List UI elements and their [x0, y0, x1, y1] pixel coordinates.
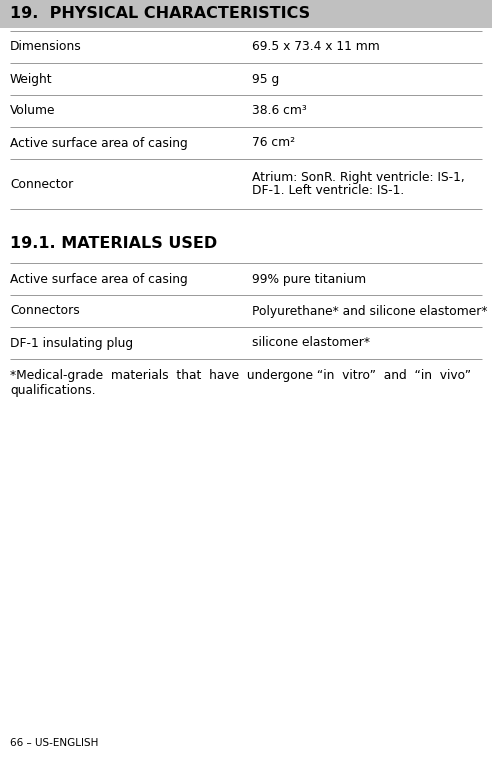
- Text: Polyurethane* and silicone elastomer*: Polyurethane* and silicone elastomer*: [252, 304, 488, 317]
- Text: *Medical-grade  materials  that  have  undergone “in  vitro”  and  “in  vivo”: *Medical-grade materials that have under…: [10, 369, 471, 382]
- Text: Active surface area of casing: Active surface area of casing: [10, 272, 188, 285]
- Text: Weight: Weight: [10, 73, 53, 86]
- Text: Connectors: Connectors: [10, 304, 80, 317]
- Text: DF-1. Left ventricle: IS-1.: DF-1. Left ventricle: IS-1.: [252, 184, 404, 197]
- Bar: [0, 0, 492, 28]
- Text: Dimensions: Dimensions: [10, 40, 82, 53]
- Text: Atrium: SonR. Right ventricle: IS-1,: Atrium: SonR. Right ventricle: IS-1,: [252, 171, 465, 184]
- Text: 69.5 x 73.4 x 11 mm: 69.5 x 73.4 x 11 mm: [252, 40, 380, 53]
- Text: 19.1. MATERIALS USED: 19.1. MATERIALS USED: [10, 235, 217, 250]
- Text: Active surface area of casing: Active surface area of casing: [10, 137, 188, 150]
- Text: 19.  PHYSICAL CHARACTERISTICS: 19. PHYSICAL CHARACTERISTICS: [10, 7, 310, 21]
- Text: 38.6 cm³: 38.6 cm³: [252, 105, 307, 118]
- Text: silicone elastomer*: silicone elastomer*: [252, 336, 370, 349]
- Text: 66 – US-ENGLISH: 66 – US-ENGLISH: [10, 738, 98, 748]
- Text: DF-1 insulating plug: DF-1 insulating plug: [10, 336, 133, 349]
- Text: 99% pure titanium: 99% pure titanium: [252, 272, 366, 285]
- Text: Connector: Connector: [10, 178, 73, 191]
- Text: 76 cm²: 76 cm²: [252, 137, 295, 150]
- Text: qualifications.: qualifications.: [10, 384, 95, 397]
- Text: 95 g: 95 g: [252, 73, 279, 86]
- Text: Volume: Volume: [10, 105, 56, 118]
